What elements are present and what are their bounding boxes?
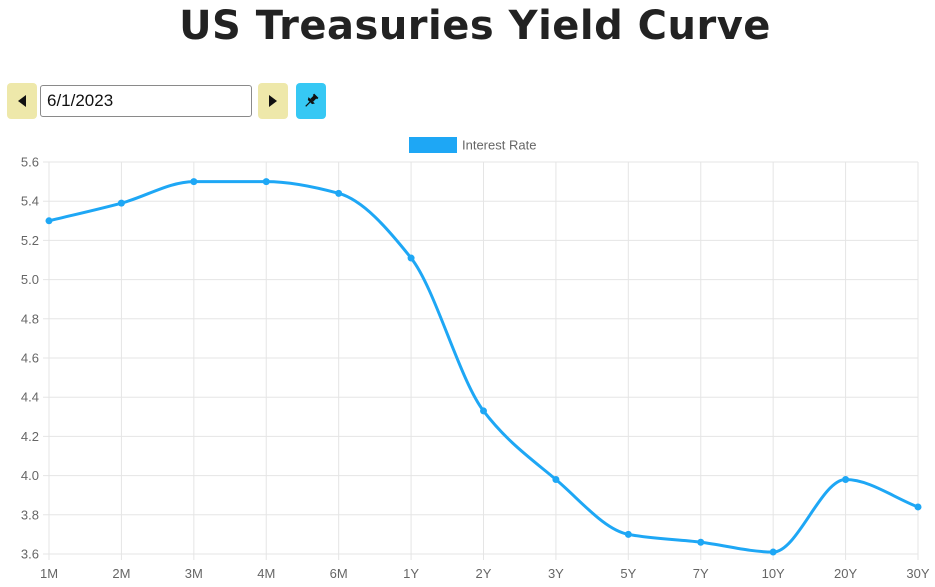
x-tick-label: 30Y bbox=[906, 566, 929, 581]
y-tick-label: 4.0 bbox=[21, 468, 39, 483]
y-tick-label: 4.8 bbox=[21, 311, 39, 326]
y-tick-label: 4.2 bbox=[21, 429, 39, 444]
x-tick-label: 1Y bbox=[403, 566, 419, 581]
date-input[interactable] bbox=[40, 85, 252, 117]
x-tick-label: 2M bbox=[112, 566, 130, 581]
legend-label-interest-rate: Interest Rate bbox=[462, 138, 536, 153]
previous-date-button[interactable] bbox=[7, 83, 37, 119]
x-tick-label: 3Y bbox=[548, 566, 564, 581]
data-point[interactable] bbox=[624, 530, 632, 538]
y-tick-label: 5.4 bbox=[21, 194, 39, 209]
data-point[interactable] bbox=[190, 178, 198, 186]
yield-curve-chart: Interest Rate 3.6 3.8 4.0 4.2 4.4 4.6 4.8 5.0 5.… bbox=[21, 137, 930, 581]
y-tick-label: 3.6 bbox=[21, 547, 39, 562]
caret-right-icon bbox=[269, 95, 277, 107]
x-tick-label: 5Y bbox=[620, 566, 636, 581]
x-tick-label: 7Y bbox=[693, 566, 709, 581]
y-tick-label: 4.4 bbox=[21, 390, 39, 405]
next-date-button[interactable] bbox=[258, 83, 288, 119]
x-tick-label: 1M bbox=[40, 566, 58, 581]
x-tick-label: 3M bbox=[185, 566, 203, 581]
y-tick-label: 5.0 bbox=[21, 272, 39, 287]
y-tick-label: 4.6 bbox=[21, 351, 39, 366]
data-point[interactable] bbox=[842, 476, 850, 484]
page-title: US Treasuries Yield Curve bbox=[179, 3, 771, 49]
data-point[interactable] bbox=[262, 178, 270, 186]
caret-left-icon bbox=[18, 95, 26, 107]
data-point[interactable] bbox=[914, 503, 922, 511]
x-tick-label: 2Y bbox=[476, 566, 492, 581]
data-point[interactable] bbox=[45, 217, 53, 225]
chart-grid bbox=[43, 161, 919, 560]
x-tick-label: 4M bbox=[257, 566, 275, 581]
chart-legend: Interest Rate bbox=[409, 137, 536, 153]
data-point[interactable] bbox=[480, 407, 487, 415]
data-point[interactable] bbox=[697, 538, 705, 546]
x-tick-label: 6M bbox=[330, 566, 348, 581]
x-tick-label: 20Y bbox=[834, 566, 857, 581]
data-point[interactable] bbox=[117, 199, 125, 207]
series-points bbox=[45, 178, 922, 556]
y-tick-label: 5.6 bbox=[21, 155, 39, 170]
y-axis: 3.6 3.8 4.0 4.2 4.4 4.6 4.8 5.0 5.2 5.4 5.6 bbox=[21, 155, 39, 562]
y-tick-label: 3.8 bbox=[21, 507, 39, 522]
x-axis: 1M 2M 3M 4M 6M 1Y 2Y 3Y 5Y 7Y 10Y 20Y 30Y bbox=[40, 566, 930, 581]
x-tick-label: 10Y bbox=[762, 566, 785, 581]
pin-icon bbox=[305, 93, 319, 107]
data-point[interactable] bbox=[769, 548, 777, 556]
data-point[interactable] bbox=[407, 254, 415, 262]
data-point[interactable] bbox=[552, 476, 560, 484]
data-point[interactable] bbox=[335, 189, 343, 197]
pin-button[interactable] bbox=[296, 83, 326, 119]
y-tick-label: 5.2 bbox=[21, 233, 39, 248]
legend-swatch-interest-rate bbox=[409, 137, 457, 153]
